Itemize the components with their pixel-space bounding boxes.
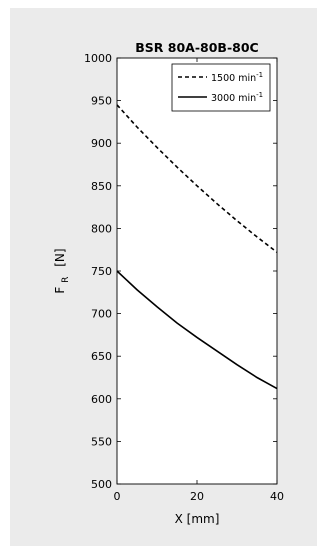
legend-label-1500: 1500 min-1 (211, 71, 263, 84)
legend: 1500 min-1 3000 min-1 (171, 63, 271, 112)
y-tick-label: 650 (91, 350, 112, 363)
chart-title: BSR 80A-80B-80C (135, 40, 258, 55)
y-tick-label: 950 (91, 95, 112, 108)
y-tick-label: 1000 (84, 52, 112, 65)
x-tick-label: 20 (190, 490, 204, 503)
y-tick-label: 750 (91, 265, 112, 278)
y-axis-label: F R [N] (53, 248, 71, 293)
x-tick-label: 0 (114, 490, 121, 503)
y-axis-label-unit: [N] (53, 248, 67, 266)
series-line-1 (116, 270, 278, 390)
legend-label-3000: 3000 min-1 (211, 91, 263, 104)
y-axis-ticks: 500 550 600 650 700 750 800 850 900 950 1000 (84, 52, 277, 491)
y-tick-label: 700 (91, 308, 112, 321)
series-lines (116, 104, 278, 390)
y-tick-label: 500 (91, 478, 112, 491)
x-tick-label: 40 (270, 490, 284, 503)
y-tick-label: 550 (91, 435, 112, 448)
legend-box (171, 63, 271, 112)
y-tick-label: 850 (91, 180, 112, 193)
x-axis-label: X [mm] (175, 512, 220, 526)
plot-frame (116, 57, 278, 485)
y-tick-label: 900 (91, 137, 112, 150)
y-tick-label: 600 (91, 393, 112, 406)
series-line-0 (116, 104, 278, 253)
y-axis-label-sub: R (61, 277, 71, 283)
y-axis-label-main: F (53, 287, 67, 294)
y-tick-label: 800 (91, 222, 112, 235)
plot-area (117, 58, 277, 484)
svg-text:F R [N]: F R [N] (53, 248, 71, 293)
